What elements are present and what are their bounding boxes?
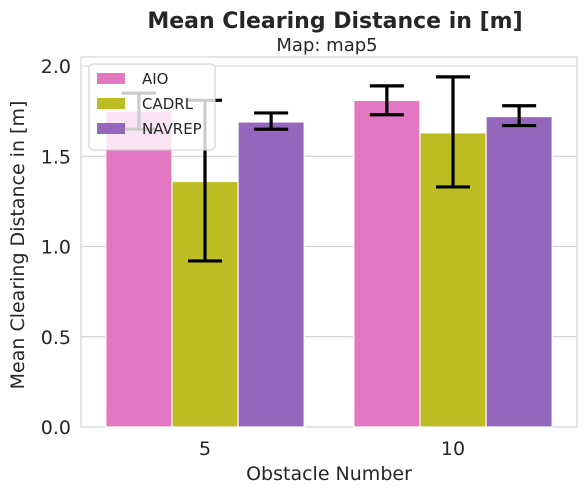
y-tick-label: 0.0 — [41, 417, 71, 439]
chart-title: Mean Clearing Distance in [m] — [147, 9, 522, 34]
y-tick-label: 2.0 — [41, 56, 71, 78]
error-bar-aio-10 — [369, 84, 404, 117]
bar-navrep-10 — [485, 115, 553, 428]
y-axis-label: Mean Clearing Distance in [m] — [7, 101, 29, 390]
error-bar-navrep-5 — [254, 111, 289, 131]
error-bar-navrep-10 — [502, 104, 537, 128]
plot-area: 0.0 0.5 1.0 1.5 2.0 5 10 — [41, 56, 578, 460]
error-bar-cadrl-10 — [436, 75, 470, 189]
legend: AIO CADRL NAVREP — [88, 63, 216, 151]
x-axis-label: Obstacle Number — [246, 463, 412, 485]
legend-label-cadrl: CADRL — [142, 95, 194, 113]
y-tick-label: 0.5 — [41, 327, 71, 349]
y-tick-label: 1.0 — [41, 237, 71, 259]
x-tick-label: 5 — [199, 438, 211, 460]
chart-subtitle: Map: map5 — [276, 35, 377, 56]
legend-label-navrep: NAVREP — [142, 120, 202, 138]
bar-aio-10 — [353, 99, 421, 428]
bar-navrep-5 — [237, 121, 305, 428]
legend-label-aio: AIO — [142, 70, 169, 88]
y-tick-label: 1.5 — [41, 146, 71, 168]
x-tick-label: 10 — [441, 438, 465, 460]
legend-swatch-aio — [97, 73, 125, 84]
plot-frame — [80, 56, 578, 428]
bar-aio-5 — [105, 110, 173, 428]
legend-swatch-cadrl — [97, 98, 125, 109]
legend-swatch-navrep — [97, 123, 125, 134]
